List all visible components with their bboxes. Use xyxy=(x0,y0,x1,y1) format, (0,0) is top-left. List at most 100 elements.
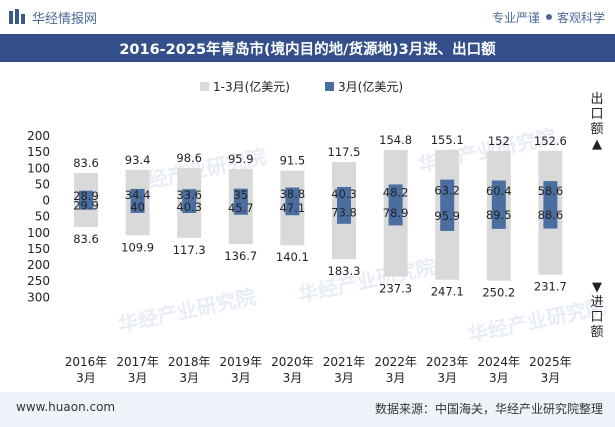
y-tick-label: 150 xyxy=(27,145,50,159)
y-tick-label: 250 xyxy=(27,274,50,288)
monthly-import-label: 89.5 xyxy=(486,208,512,222)
cumulative-import-label: 183.3 xyxy=(328,264,361,278)
monthly-bar xyxy=(182,189,197,213)
x-tick-label-month: 3月 xyxy=(283,371,303,385)
x-tick-label-month: 3月 xyxy=(128,371,148,385)
y-tick-label: 100 xyxy=(27,161,50,175)
cumulative-import-label: 140.1 xyxy=(276,250,309,264)
monthly-export-label: 33.6 xyxy=(176,188,202,202)
chart-title: 2016-2025年青岛市(境内目的地/货源地)3月进、出口额 xyxy=(119,41,496,58)
cumulative-export-label: 98.6 xyxy=(176,151,202,165)
footer-url[interactable]: www.huaon.com xyxy=(16,400,116,414)
y-tick-label: 100 xyxy=(27,226,50,240)
cumulative-import-label: 83.6 xyxy=(73,232,99,246)
x-tick-label-month: 3月 xyxy=(386,371,406,385)
watermark-2: 华经产业研究院 xyxy=(296,254,438,307)
import-axis-label: ▼ 进口额 xyxy=(589,280,605,340)
monthly-bar xyxy=(440,179,455,231)
monthly-export-label: 58.6 xyxy=(538,184,564,198)
monthly-import-label: 40.3 xyxy=(176,200,202,214)
y-tick-label: 300 xyxy=(27,290,50,304)
monthly-import-label: 45.7 xyxy=(228,201,254,215)
export-axis-label: 出口额 ▲ xyxy=(589,92,605,152)
y-tick-label: 50 xyxy=(35,210,50,224)
brand-logo-icon xyxy=(9,9,25,24)
x-tick-label-year: 2018年 xyxy=(168,355,211,369)
cumulative-export-label: 152 xyxy=(488,134,510,148)
monthly-bar xyxy=(543,181,558,229)
x-tick-label-month: 3月 xyxy=(179,371,199,385)
side-label-char: 额 xyxy=(590,122,604,137)
cumulative-export-label: 95.9 xyxy=(228,152,254,166)
monthly-bar xyxy=(388,184,403,226)
monthly-import-label: 78.9 xyxy=(383,206,409,220)
x-tick-label-year: 2025年 xyxy=(529,355,572,369)
monthly-import-label: 47.1 xyxy=(280,201,306,215)
legend-swatch-cumulative xyxy=(200,82,209,91)
cumulative-import-label: 237.3 xyxy=(379,282,412,296)
cumulative-export-label: 152.6 xyxy=(534,134,567,148)
cumulative-import-label: 117.3 xyxy=(173,243,206,257)
x-tick-label-year: 2020年 xyxy=(271,355,314,369)
monthly-import-label: 40 xyxy=(130,200,145,214)
x-tick-label-month: 3月 xyxy=(334,371,354,385)
watermark-3: 华经产业研究院 xyxy=(116,284,258,337)
monthly-bar xyxy=(130,188,145,213)
x-tick-label-month: 3月 xyxy=(231,371,251,385)
side-label-char: 进 xyxy=(590,295,604,310)
cumulative-import-label: 231.7 xyxy=(534,280,567,294)
cumulative-export-label: 83.6 xyxy=(73,156,99,170)
y-tick-label: 0 xyxy=(42,194,50,208)
monthly-bar xyxy=(285,187,300,216)
side-label-char: 口 xyxy=(590,310,604,325)
monthly-export-label: 40.3 xyxy=(331,187,357,201)
cumulative-export-label: 154.8 xyxy=(379,133,412,147)
x-tick-label-year: 2023年 xyxy=(426,355,469,369)
y-tick-label: 50 xyxy=(35,177,50,191)
legend-label-monthly: 3月(亿美元) xyxy=(338,79,403,94)
slogan-right: 客观科学 xyxy=(556,10,605,25)
side-label-char: ▼ xyxy=(592,280,602,295)
side-label-char: 额 xyxy=(590,325,604,340)
monthly-bar xyxy=(491,180,506,229)
monthly-export-label: 34.4 xyxy=(125,188,151,202)
cumulative-import-label: 247.1 xyxy=(431,285,464,299)
x-tick-label-year: 2022年 xyxy=(374,355,417,369)
brand[interactable]: 华经情报网 xyxy=(8,6,97,28)
monthly-import-label: 29.9 xyxy=(73,198,99,212)
x-tick-label-year: 2024年 xyxy=(478,355,521,369)
chart-svg: 华经产业研究院华经产业研究院华经产业研究院华经产业研究院华经产业研究院20015… xyxy=(27,79,608,385)
monthly-export-label: 38.8 xyxy=(280,187,306,201)
monthly-bar xyxy=(79,190,93,210)
cumulative-export-label: 155.1 xyxy=(431,133,464,147)
cumulative-export-label: 117.5 xyxy=(328,145,361,159)
x-tick-label-month: 3月 xyxy=(437,371,457,385)
top-bar: 华经情报网 专业严谨 客观科学 xyxy=(0,0,615,34)
legend-swatch-monthly xyxy=(325,82,334,91)
slogan: 专业严谨 客观科学 xyxy=(492,6,605,28)
legend-label-cumulative: 1-3月(亿美元) xyxy=(213,79,290,94)
monthly-export-label: 35 xyxy=(233,188,248,202)
brand-name: 华经情报网 xyxy=(32,11,98,27)
monthly-import-label: 95.9 xyxy=(434,209,460,223)
x-tick-label-month: 3月 xyxy=(489,371,509,385)
chart-title-bar: 2016-2025年青岛市(境内目的地/货源地)3月进、出口额 xyxy=(0,34,615,62)
x-tick-label-year: 2019年 xyxy=(220,355,263,369)
y-tick-label: 200 xyxy=(27,129,50,143)
cumulative-import-label: 109.9 xyxy=(121,240,154,254)
monthly-bar xyxy=(337,187,351,224)
monthly-bar xyxy=(233,188,248,215)
y-tick-label: 150 xyxy=(27,242,50,256)
slogan-left: 专业严谨 xyxy=(491,10,540,25)
watermark-4: 华经产业研究院 xyxy=(466,294,608,347)
side-label-char: 口 xyxy=(590,107,604,122)
bullet-dot-icon xyxy=(545,14,552,20)
cumulative-import-label: 136.7 xyxy=(224,249,257,263)
monthly-export-label: 60.4 xyxy=(486,184,512,198)
monthly-export-label: 63.2 xyxy=(434,183,460,197)
footer: www.huaon.com 数据来源：中国海关，华经产业研究院整理 xyxy=(0,392,615,427)
y-tick-label: 200 xyxy=(27,258,50,272)
x-tick-label-year: 2016年 xyxy=(65,355,108,369)
x-tick-label-month: 3月 xyxy=(76,371,96,385)
chart-area: 华经产业研究院华经产业研究院华经产业研究院华经产业研究院华经产业研究院20015… xyxy=(0,62,615,392)
